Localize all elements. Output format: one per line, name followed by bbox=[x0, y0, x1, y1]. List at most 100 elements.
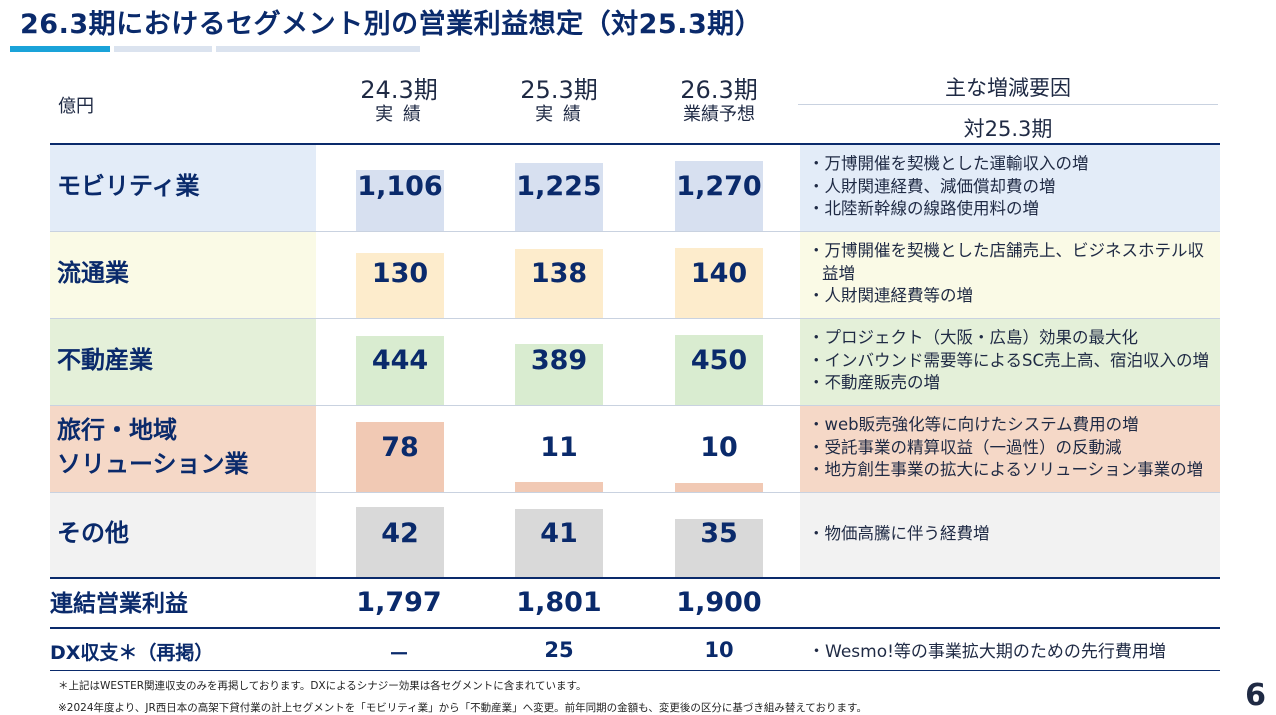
header-year: 25.3期 bbox=[520, 76, 598, 104]
segment-factors-bg bbox=[800, 406, 1220, 492]
dx-value-fy25: 25 bbox=[544, 638, 574, 662]
segment-value-bar bbox=[675, 335, 763, 405]
segment-value-bar bbox=[515, 163, 603, 231]
segment-factors: ・プロジェクト（大阪・広島）効果の最大化 ・インバウンド需要等によるSC売上高、宿… bbox=[808, 327, 1218, 395]
header-col-fy26: 26.3期 業績予想 bbox=[654, 76, 784, 126]
segment-label-bg bbox=[50, 145, 316, 231]
segment-label: モビリティ業 bbox=[57, 169, 200, 203]
unit-label: 億円 bbox=[58, 96, 94, 117]
row-divider bbox=[50, 318, 1220, 319]
factor-item: ・万博開催を契機とした店舗売上、ビジネスホテル収 bbox=[808, 241, 1204, 261]
segment-value: 10 bbox=[700, 432, 738, 463]
segment-value-bar bbox=[356, 422, 444, 492]
factors-header: 主な増減要因 bbox=[945, 76, 1071, 100]
row-divider bbox=[50, 405, 1220, 406]
total-label: 連結営業利益 bbox=[50, 591, 188, 617]
factor-item: ・不動産販売の増 bbox=[808, 373, 940, 393]
factor-item: ・万博開催を契機とした運輸収入の増 bbox=[808, 154, 1089, 174]
row-divider bbox=[50, 492, 1220, 493]
footnote-dx: ＊上記はWESTER関連収支のみを再掲しております。DXによるシナジー効果は各セ… bbox=[58, 680, 587, 692]
segment-value: 78 bbox=[381, 432, 419, 463]
segment-value: 130 bbox=[371, 258, 429, 289]
factors-header-divider bbox=[798, 104, 1218, 105]
segment-value-bar bbox=[356, 253, 444, 318]
factors-subheader: 対25.3期 bbox=[963, 117, 1053, 141]
segment-value: 11 bbox=[540, 432, 578, 463]
table-bottom-line bbox=[50, 670, 1220, 671]
segment-value-bar bbox=[675, 248, 763, 318]
factor-item: ・プロジェクト（大阪・広島）効果の最大化 bbox=[808, 328, 1138, 348]
segment-label-bg bbox=[50, 319, 316, 405]
header-sub: 業績予想 bbox=[683, 104, 755, 125]
segment-label: 流通業 bbox=[57, 256, 129, 290]
segment-value-bar bbox=[675, 161, 763, 231]
segment-value: 140 bbox=[690, 258, 748, 289]
factor-item: ・北陸新幹線の線路使用料の増 bbox=[808, 199, 1039, 219]
segment-label-line: ソリューション業 bbox=[57, 450, 249, 478]
header-sub: 実 績 bbox=[375, 104, 423, 125]
factor-item: ・web販売強化等に向けたシステム費用の増 bbox=[808, 415, 1139, 435]
segment-value: 138 bbox=[530, 258, 588, 289]
segment-value: 389 bbox=[530, 345, 588, 376]
segment-label-line: 旅行・地域 bbox=[57, 416, 177, 444]
segment-value: 1,106 bbox=[357, 171, 443, 202]
factor-item: ・インバウンド需要等によるSC売上高、宿泊収入の増 bbox=[808, 350, 1209, 370]
segment-factors-bg bbox=[800, 493, 1220, 577]
segment-factors: ・web販売強化等に向けたシステム費用の増 ・受託事業の精算収益（一過性）の反動減… bbox=[808, 414, 1218, 482]
segment-factors: ・物価高騰に伴う経費増 bbox=[808, 523, 1218, 546]
segment-factors-bg bbox=[800, 145, 1220, 231]
segment-label-line: その他 bbox=[57, 519, 129, 547]
total-divider bbox=[50, 577, 1220, 579]
segment-factors: ・万博開催を契機とした運輸収入の増 ・人財関連経費、減価償却費の増 ・北陸新幹線の線… bbox=[808, 153, 1218, 221]
header-col-fy25: 25.3期 実 績 bbox=[494, 76, 624, 126]
footnote-segment-change: ※2024年度より、JR西日本の高架下貸付業の計上セグメントを「モビリティ業」か… bbox=[58, 702, 867, 714]
header-sub: 実 績 bbox=[535, 104, 583, 125]
segment-value: 42 bbox=[381, 518, 419, 549]
segment-value-bar bbox=[515, 249, 603, 318]
segment-value-bar bbox=[515, 482, 603, 492]
factor-item: ・人財関連経費、減価償却費の増 bbox=[808, 176, 1056, 196]
dx-divider bbox=[50, 627, 1220, 629]
factor-item: ・物価高騰に伴う経費増 bbox=[808, 523, 990, 543]
page-title: 26.3期におけるセグメント別の営業利益想定（対25.3期） bbox=[20, 9, 763, 40]
factor-item: ・地方創生事業の拡大によるソリューション事業の増 bbox=[808, 460, 1204, 480]
segment-value: 35 bbox=[700, 518, 738, 549]
header-col-fy24: 24.3期 実 績 bbox=[334, 76, 464, 126]
segment-value-bar bbox=[675, 519, 763, 577]
segment-factors-bg bbox=[800, 232, 1220, 318]
total-value-fy25: 1,801 bbox=[516, 587, 602, 618]
segment-label-bg bbox=[50, 493, 316, 577]
segment-label: 不動産業 bbox=[57, 343, 153, 377]
segment-value: 444 bbox=[371, 345, 429, 376]
segment-value-bar bbox=[356, 336, 444, 405]
header-year: 24.3期 bbox=[360, 76, 438, 104]
segment-label-line: モビリティ業 bbox=[57, 172, 200, 200]
segment-label: その他 bbox=[57, 516, 129, 550]
segment-value-bar bbox=[356, 507, 444, 577]
total-value-fy26: 1,900 bbox=[676, 587, 762, 618]
segment-value: 41 bbox=[540, 518, 578, 549]
title-accent-bar bbox=[10, 46, 110, 52]
segment-value: 1,225 bbox=[516, 171, 602, 202]
segment-factors-bg bbox=[800, 319, 1220, 405]
header-divider bbox=[50, 143, 1220, 145]
dx-value-fy24: － bbox=[388, 642, 410, 666]
title-underline-bar bbox=[114, 46, 212, 52]
dx-value-fy26: 10 bbox=[704, 638, 734, 662]
factor-item: ・受託事業の精算収益（一過性）の反動減 bbox=[808, 437, 1122, 457]
factor-item: ・人財関連経費等の増 bbox=[808, 286, 973, 306]
segment-value: 1,270 bbox=[676, 171, 762, 202]
segment-factors: ・万博開催を契機とした店舗売上、ビジネスホテル収 益増・人財関連経費等の増 bbox=[808, 240, 1218, 308]
row-divider bbox=[50, 231, 1220, 232]
segment-label-bg bbox=[50, 406, 316, 492]
segment-label: 旅行・地域ソリューション業 bbox=[57, 413, 249, 481]
title-underline-bar bbox=[216, 46, 420, 52]
dx-label: DX収支＊（再掲） bbox=[50, 642, 214, 664]
dx-factor: ・Wesmo!等の事業拡大期のための先行費用増 bbox=[808, 642, 1166, 662]
factor-item: 益増 bbox=[822, 263, 855, 283]
segment-value-bar bbox=[356, 170, 444, 231]
header-year: 26.3期 bbox=[680, 76, 758, 104]
page-number: 6 bbox=[1245, 678, 1266, 713]
segment-value-bar bbox=[515, 509, 603, 577]
segment-label-line: 流通業 bbox=[57, 259, 129, 287]
